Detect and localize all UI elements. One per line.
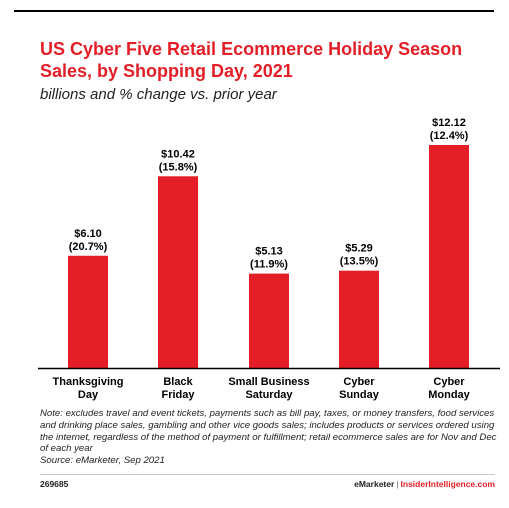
bar-value-label: $12.12: [432, 117, 466, 129]
footer-brand: eMarketer | InsiderIntelligence.com: [354, 479, 495, 489]
bar: [339, 270, 379, 368]
x-tick-label: Small Business: [228, 376, 309, 388]
x-tick-label: Sunday: [339, 389, 380, 401]
footer-rule: [40, 474, 495, 475]
chart-id: 269685: [40, 479, 69, 489]
x-tick-label: Black: [163, 376, 193, 388]
x-tick-label: Cyber: [433, 376, 465, 388]
x-tick-label: Friday: [161, 389, 195, 401]
bar-change-label: (12.4%): [430, 130, 469, 142]
bar-change-label: (15.8%): [159, 161, 198, 173]
bar: [158, 176, 198, 368]
x-tick-label: Saturday: [245, 389, 293, 401]
brand-name: eMarketer: [354, 479, 395, 489]
chart-subtitle: billions and % change vs. prior year: [40, 86, 277, 103]
note-text: Note: excludes travel and event tickets,…: [40, 408, 497, 455]
brand-separator: |: [396, 479, 399, 489]
bar: [429, 145, 469, 368]
source-text: Source: eMarketer, Sep 2021: [40, 455, 165, 467]
bar-change-label: (20.7%): [69, 241, 108, 253]
bar: [249, 273, 289, 368]
x-tick-label: Day: [78, 389, 99, 401]
bar-change-label: (13.5%): [340, 256, 379, 268]
bar-value-label: $5.13: [255, 246, 283, 258]
bar-value-label: $6.10: [74, 228, 102, 240]
top-rule: [14, 10, 494, 12]
chart-note: Note: excludes travel and event tickets,…: [40, 408, 500, 467]
bar-change-label: (11.9%): [250, 259, 288, 271]
brand-site: InsiderIntelligence.com: [400, 479, 495, 489]
bar-value-label: $5.29: [345, 243, 373, 255]
chart-title: US Cyber Five Retail Ecommerce Holiday S…: [40, 39, 463, 81]
bar-value-label: $10.42: [161, 148, 195, 160]
bar: [68, 255, 108, 368]
x-tick-label: Thanksgiving: [53, 376, 124, 388]
x-tick-label: Monday: [428, 389, 470, 401]
x-tick-label: Cyber: [343, 376, 375, 388]
